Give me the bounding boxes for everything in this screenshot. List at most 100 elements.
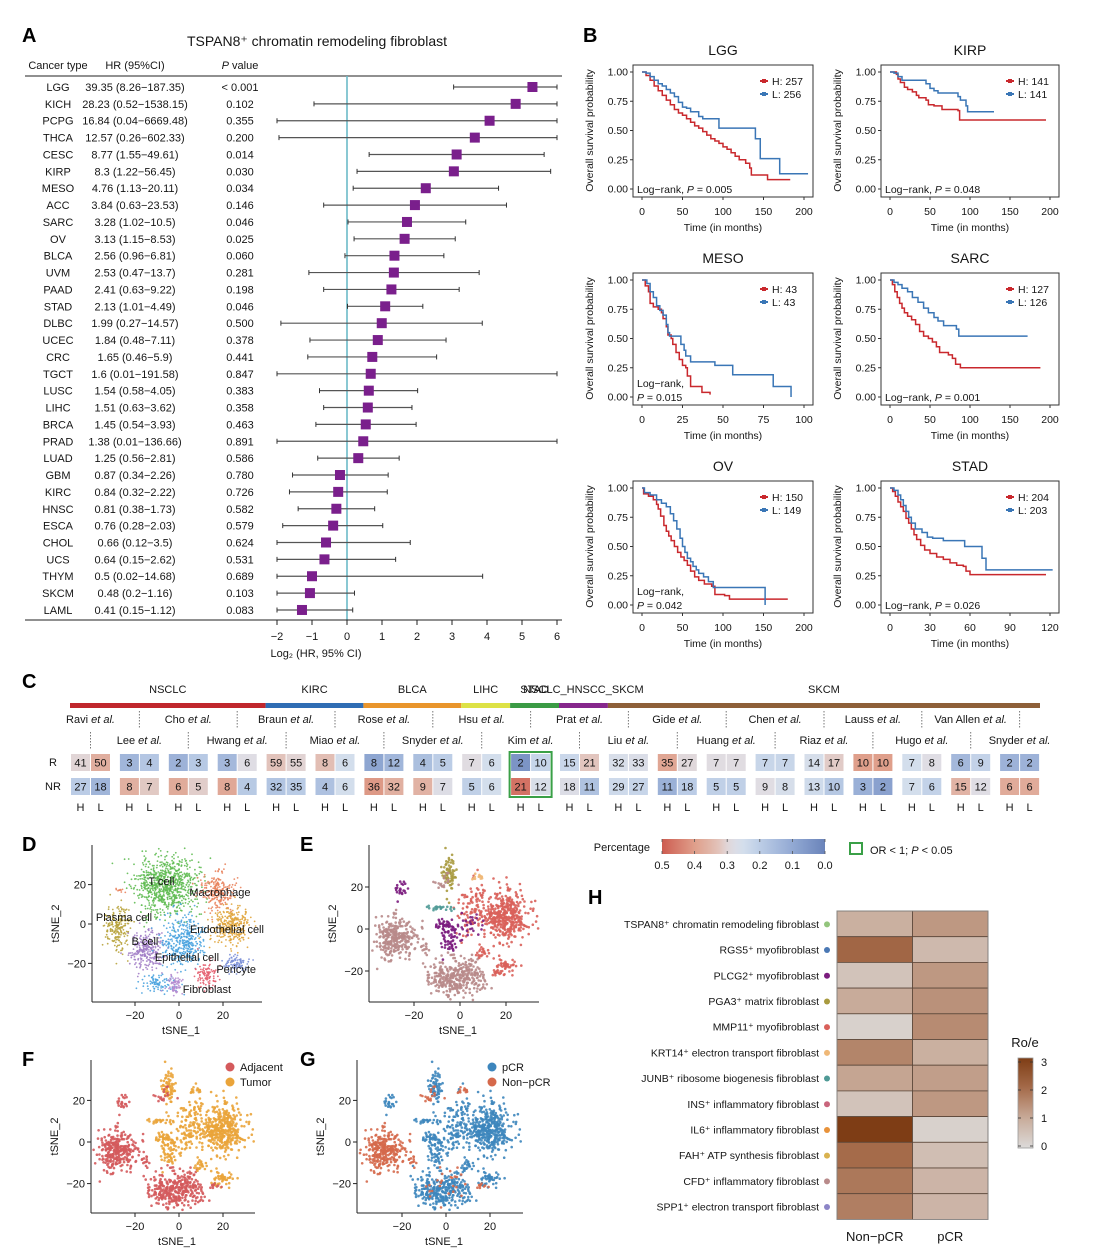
scatter-point — [178, 943, 181, 945]
scatter-point — [413, 947, 417, 950]
hr-ci-text: 8.77 (1.55−49.61) — [91, 149, 178, 161]
x-tick-label: 100 — [714, 622, 732, 634]
y-tick-label: 1.00 — [608, 275, 629, 287]
scatter-point — [114, 925, 117, 927]
hr-ci-text: 1.65 (0.46−5.9) — [98, 352, 173, 364]
scatter-point — [379, 935, 382, 938]
hr-ci-text: 39.35 (8.26−187.35) — [85, 82, 184, 94]
hr-marker — [334, 470, 345, 481]
scatter-point — [215, 879, 218, 882]
study-author: Huang — [697, 735, 732, 747]
heatmap-cell — [266, 754, 286, 771]
scatter-point — [513, 917, 517, 921]
scatter-point — [175, 901, 178, 904]
scatter-point — [155, 917, 158, 919]
scatter-point — [168, 895, 171, 898]
scatter-point — [470, 890, 473, 893]
scatter-point — [189, 943, 192, 945]
scatter-point — [153, 904, 155, 907]
heatmap-cell — [119, 754, 139, 771]
scatter-point — [249, 916, 252, 919]
scatter-point — [139, 957, 142, 959]
scatter-point — [502, 905, 505, 909]
scatter-point — [166, 990, 169, 992]
scatter-point — [165, 906, 168, 909]
scatter-point — [113, 944, 116, 947]
hr-marker — [319, 554, 330, 565]
scatter-point — [232, 938, 235, 940]
heatmap-cell — [286, 778, 306, 795]
scatter-point — [164, 856, 167, 858]
scatter-point — [167, 908, 169, 910]
x-tick-label: 50 — [924, 414, 936, 426]
scatter-point — [457, 991, 461, 994]
column-label-l: L — [391, 802, 397, 814]
scatter-point — [151, 929, 154, 932]
scatter-point — [152, 974, 155, 977]
scatter-point — [155, 852, 158, 855]
forest-row: KIRC 0.84 (0.32−2.22) 0.726 — [45, 486, 388, 499]
scatter-point — [421, 937, 425, 941]
scatter-point — [174, 879, 177, 881]
scatter-point — [211, 877, 213, 880]
cell-count: 10 — [877, 758, 889, 770]
scatter-point — [506, 889, 510, 892]
scatter-point — [234, 953, 237, 956]
heatmap-cell — [755, 754, 775, 771]
scatter-point — [183, 864, 186, 867]
scatter-point — [169, 978, 172, 981]
scatter-point — [229, 935, 231, 938]
scatter-point — [244, 913, 247, 916]
scatter-point — [375, 967, 379, 971]
scatter-point — [451, 860, 455, 863]
scatter-point — [500, 900, 504, 903]
cell-count: 8 — [126, 782, 132, 794]
panel-letters: A B C D E F G H — [22, 25, 602, 1071]
scatter-point — [482, 906, 486, 910]
scatter-point — [171, 922, 174, 925]
scatter-point — [116, 931, 119, 933]
scatter-point — [163, 924, 165, 927]
scatter-point — [187, 885, 190, 888]
scatter-point — [154, 887, 157, 890]
scatter-point — [455, 868, 458, 871]
scatter-point — [508, 900, 512, 903]
p-value: = 0.001 — [942, 392, 980, 404]
y-tick-label: 0 — [79, 1137, 85, 1149]
scatter-point — [476, 868, 479, 872]
scatter-point — [199, 974, 201, 977]
scatter-point — [159, 864, 162, 867]
legend-marker — [762, 79, 766, 83]
y-tick-label: 0.75 — [856, 96, 877, 108]
scatter-point — [466, 977, 470, 981]
scatter-point — [128, 962, 131, 965]
scatter-point — [169, 863, 171, 866]
scatter-point — [239, 918, 242, 921]
km-title: KIRP — [954, 42, 987, 58]
x-tick-label: −20 — [126, 1010, 145, 1022]
scatter-point — [187, 892, 190, 895]
scatter-point — [435, 989, 438, 992]
scatter-point — [481, 900, 484, 903]
scatter-point — [173, 983, 176, 986]
cell-count: 4 — [420, 758, 426, 770]
scatter-point — [443, 866, 446, 869]
forest-row: ACC 3.84 (0.63−23.53) 0.146 — [46, 200, 507, 212]
scatter-point — [186, 872, 189, 875]
heatmap-cell — [286, 754, 306, 771]
scatter-point — [480, 875, 484, 879]
panel-label-c: C — [22, 671, 36, 693]
cancer-type-label: LAML — [44, 605, 73, 617]
scatter-point — [170, 867, 173, 870]
scatter-point — [194, 868, 196, 871]
scatter-point — [475, 898, 478, 901]
scatter-point — [158, 982, 161, 984]
scatter-point — [193, 894, 196, 896]
y-tick-label: 0.25 — [856, 362, 877, 374]
scatter-point — [161, 861, 163, 863]
scatter-point — [427, 906, 431, 910]
scatter-point — [148, 895, 150, 898]
scatter-point — [480, 987, 484, 990]
cancer-type-label: UVM — [46, 268, 70, 280]
